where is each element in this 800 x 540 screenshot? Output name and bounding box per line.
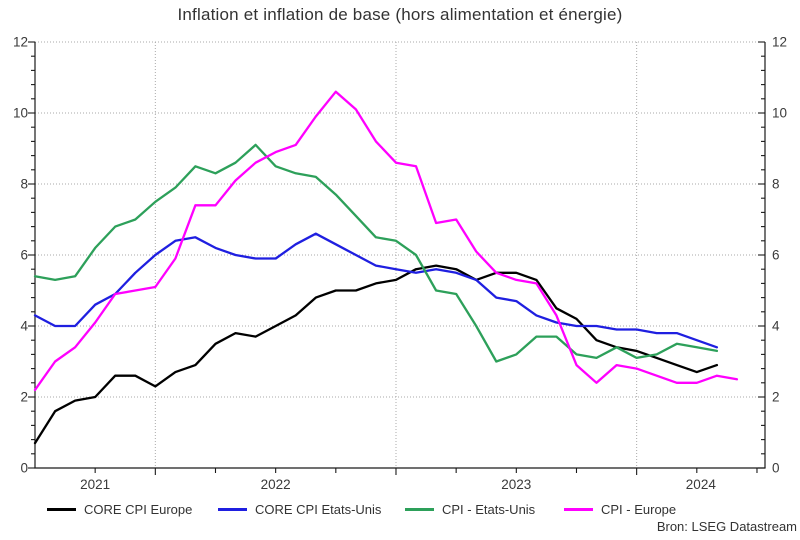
series-line-cpi-europe bbox=[33, 90, 739, 392]
legend-item: CORE CPI Europe bbox=[47, 500, 192, 518]
legend-label: CORE CPI Etats-Unis bbox=[255, 501, 382, 517]
legend-swatch-line bbox=[564, 507, 593, 511]
y-axis-label-left: 10 bbox=[13, 106, 28, 121]
x-axis-year-label: 2022 bbox=[261, 477, 291, 492]
y-axis-label-left: 2 bbox=[20, 390, 28, 405]
chart-title: Inflation et inflation de base (hors ali… bbox=[177, 5, 623, 24]
legend-swatch-line bbox=[218, 507, 247, 511]
y-axis-label-left: 6 bbox=[20, 248, 28, 263]
legend-item: CPI - Europe bbox=[564, 500, 676, 518]
series-line-core-cpi-europe bbox=[33, 264, 719, 445]
y-axis-label-right: 10 bbox=[772, 106, 787, 121]
y-axis-label-left: 8 bbox=[20, 177, 28, 192]
y-axis-label-left: 4 bbox=[20, 319, 28, 334]
x-axis-year-label: 2023 bbox=[501, 477, 531, 492]
y-axis-label-left: 12 bbox=[13, 35, 28, 50]
legend: CORE CPI Europe CORE CPI Etats-Unis CPI - … bbox=[0, 500, 800, 518]
y-axis-label-left: 0 bbox=[20, 461, 28, 476]
series-line-cpi-etats-unis bbox=[33, 143, 719, 363]
x-axis-year-label: 2021 bbox=[80, 477, 110, 492]
source-credit: Bron: LSEG Datastream bbox=[656, 519, 797, 534]
legend-swatch-line bbox=[47, 507, 76, 511]
y-axis-label-right: 8 bbox=[772, 177, 780, 192]
y-axis-label-right: 6 bbox=[772, 248, 780, 263]
y-axis-label-right: 2 bbox=[772, 390, 780, 405]
y-axis-label-right: 0 bbox=[772, 461, 780, 476]
legend-label: CPI - Europe bbox=[601, 501, 677, 517]
legend-item: CPI - Etats-Unis bbox=[405, 500, 535, 518]
y-axis-label-right: 12 bbox=[772, 35, 787, 50]
legend-item: CORE CPI Etats-Unis bbox=[218, 500, 381, 518]
legend-label: CPI - Etats-Unis bbox=[442, 501, 536, 517]
legend-label: CORE CPI Europe bbox=[84, 501, 193, 517]
y-axis-label-right: 4 bbox=[772, 319, 780, 334]
series-line-core-cpi-etats-unis bbox=[33, 232, 719, 349]
x-axis-year-label: 2024 bbox=[686, 477, 717, 492]
legend-swatch-line bbox=[405, 507, 434, 511]
